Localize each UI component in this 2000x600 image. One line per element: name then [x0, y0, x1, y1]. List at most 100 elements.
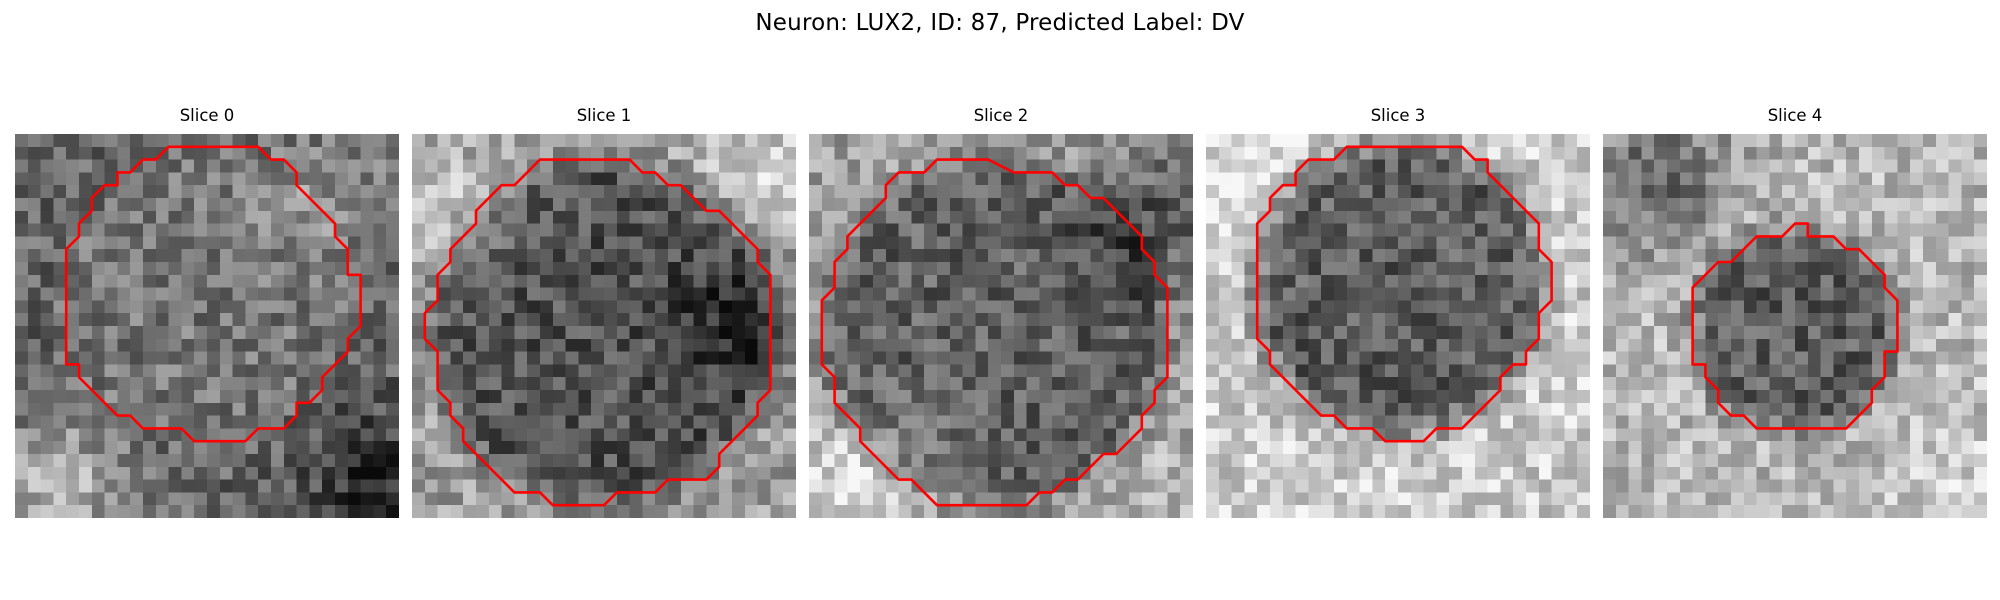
- pixel-cell: [898, 377, 912, 391]
- pixel-cell: [1308, 223, 1322, 237]
- pixel-cell: [1077, 505, 1091, 518]
- pixel-cell: [79, 441, 93, 455]
- pixel-cell: [296, 146, 310, 160]
- pixel-cell: [91, 313, 105, 327]
- pixel-cell: [1077, 134, 1091, 148]
- pixel-cell: [245, 262, 259, 276]
- pixel-cell: [1372, 479, 1386, 493]
- pixel-cell: [706, 134, 720, 148]
- pixel-cell: [1154, 466, 1168, 480]
- pixel-cell: [809, 185, 823, 199]
- pixel-cell: [1859, 172, 1873, 186]
- pixel-cell: [1718, 249, 1732, 263]
- pixel-cell: [1923, 210, 1937, 224]
- pixel-cell: [898, 300, 912, 314]
- pixel-cell: [591, 454, 605, 468]
- pixel-cell: [335, 287, 349, 301]
- pixel-cell: [1884, 415, 1898, 429]
- pixel-cell: [1974, 364, 1987, 378]
- pixel-cell: [770, 223, 784, 237]
- pixel-cell: [181, 198, 195, 212]
- pixel-cell: [1654, 338, 1668, 352]
- pixel-cell: [591, 300, 605, 314]
- pixel-cell: [514, 466, 528, 480]
- pixel-cell: [834, 351, 848, 365]
- pixel-cell: [15, 249, 29, 263]
- pixel-cell: [1295, 338, 1309, 352]
- pixel-cell: [1513, 377, 1527, 391]
- pixel-cell: [360, 223, 374, 237]
- pixel-cell: [373, 415, 387, 429]
- pixel-cell: [1603, 134, 1617, 148]
- pixel-cell: [335, 223, 349, 237]
- pixel-cell: [1474, 466, 1488, 480]
- pixel-cell: [1538, 313, 1552, 327]
- pixel-cell: [1551, 146, 1565, 160]
- pixel-cell: [1013, 402, 1027, 416]
- pixel-cell: [104, 454, 118, 468]
- pixel-cell: [1398, 249, 1412, 263]
- pixel-cell: [1807, 377, 1821, 391]
- pixel-cell: [194, 313, 208, 327]
- pixel-cell: [1692, 300, 1706, 314]
- pixel-cell: [1910, 351, 1924, 365]
- pixel-cell: [1500, 313, 1514, 327]
- pixel-cell: [1295, 377, 1309, 391]
- pixel-cell: [155, 466, 169, 480]
- pixel-cell: [373, 172, 387, 186]
- pixel-cell: [1410, 210, 1424, 224]
- pixel-cell: [155, 364, 169, 378]
- pixel-cell: [744, 300, 758, 314]
- pixel-cell: [27, 223, 41, 237]
- pixel-cell: [104, 492, 118, 506]
- pixel-cell: [898, 210, 912, 224]
- pixel-cell: [1679, 326, 1693, 340]
- pixel-cell: [143, 210, 157, 224]
- pixel-cell: [1462, 479, 1476, 493]
- pixel-cell: [1731, 236, 1745, 250]
- pixel-cell: [219, 300, 233, 314]
- pixel-cell: [591, 505, 605, 518]
- pixel-cell: [1615, 415, 1629, 429]
- pixel-cell: [834, 428, 848, 442]
- pixel-cell: [283, 262, 297, 276]
- pixel-cell: [1782, 377, 1796, 391]
- pixel-cell: [1206, 185, 1220, 199]
- pixel-cell: [1039, 172, 1053, 186]
- pixel-cell: [27, 428, 41, 442]
- pixel-cell: [1487, 505, 1501, 518]
- pixel-cell: [1731, 454, 1745, 468]
- pixel-cell: [975, 210, 989, 224]
- pixel-cell: [143, 172, 157, 186]
- pixel-cell: [412, 313, 426, 327]
- pixel-cell: [219, 236, 233, 250]
- pixel-cell: [1923, 338, 1937, 352]
- pixel-cell: [1090, 441, 1104, 455]
- pixel-cell: [1129, 505, 1143, 518]
- pixel-cell: [1423, 466, 1437, 480]
- pixel-cell: [309, 223, 323, 237]
- pixel-cell: [476, 236, 490, 250]
- pixel-cell: [1398, 223, 1412, 237]
- pixel-cell: [1410, 466, 1424, 480]
- pixel-cell: [309, 262, 323, 276]
- pixel-cell: [1026, 210, 1040, 224]
- pixel-cell: [1103, 402, 1117, 416]
- pixel-cell: [335, 172, 349, 186]
- pixel-cell: [783, 415, 796, 429]
- pixel-cell: [1897, 223, 1911, 237]
- pixel-cell: [565, 146, 579, 160]
- pixel-cell: [962, 146, 976, 160]
- pixel-cell: [873, 505, 887, 518]
- pixel-cell: [1257, 466, 1271, 480]
- pixel-cell: [1090, 313, 1104, 327]
- pixel-cell: [1077, 441, 1091, 455]
- pixel-cell: [1295, 249, 1309, 263]
- pixel-cell: [232, 466, 246, 480]
- pixel-cell: [1564, 210, 1578, 224]
- pixel-cell: [1897, 377, 1911, 391]
- pixel-cell: [1961, 236, 1975, 250]
- pixel-cell: [1935, 236, 1949, 250]
- pixel-cell: [1410, 172, 1424, 186]
- pixel-cell: [1346, 441, 1360, 455]
